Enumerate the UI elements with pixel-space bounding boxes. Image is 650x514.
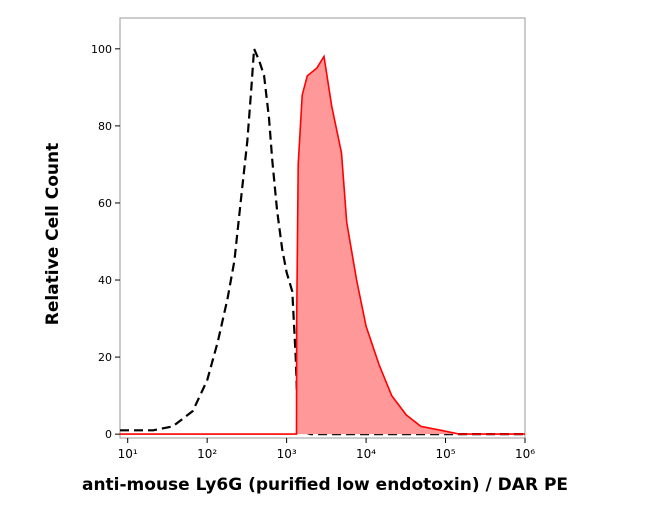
y-tick-label: 100	[91, 43, 112, 56]
y-tick-label: 0	[105, 428, 112, 441]
y-tick-label: 40	[98, 274, 112, 287]
y-tick-label: 60	[98, 197, 112, 210]
histogram-area	[120, 56, 525, 435]
x-tick-label: 10⁴	[356, 447, 376, 461]
x-tick-label: 10¹	[118, 447, 138, 461]
plot-frame	[119, 17, 526, 439]
x-tick-label: 10³	[277, 447, 297, 461]
x-axis-title: anti-mouse Ly6G (purified low endotoxin)…	[82, 475, 568, 495]
y-tick-label: 80	[98, 120, 112, 133]
y-axis-title: Relative Cell Count	[43, 143, 63, 325]
x-tick-label: 10⁵	[435, 447, 455, 461]
y-tick-label: 20	[98, 351, 112, 364]
histogram-line	[120, 54, 525, 435]
x-tick-label: 10⁶	[515, 447, 535, 461]
x-tick-label: 10²	[197, 447, 217, 461]
histogram-line	[120, 48, 525, 436]
